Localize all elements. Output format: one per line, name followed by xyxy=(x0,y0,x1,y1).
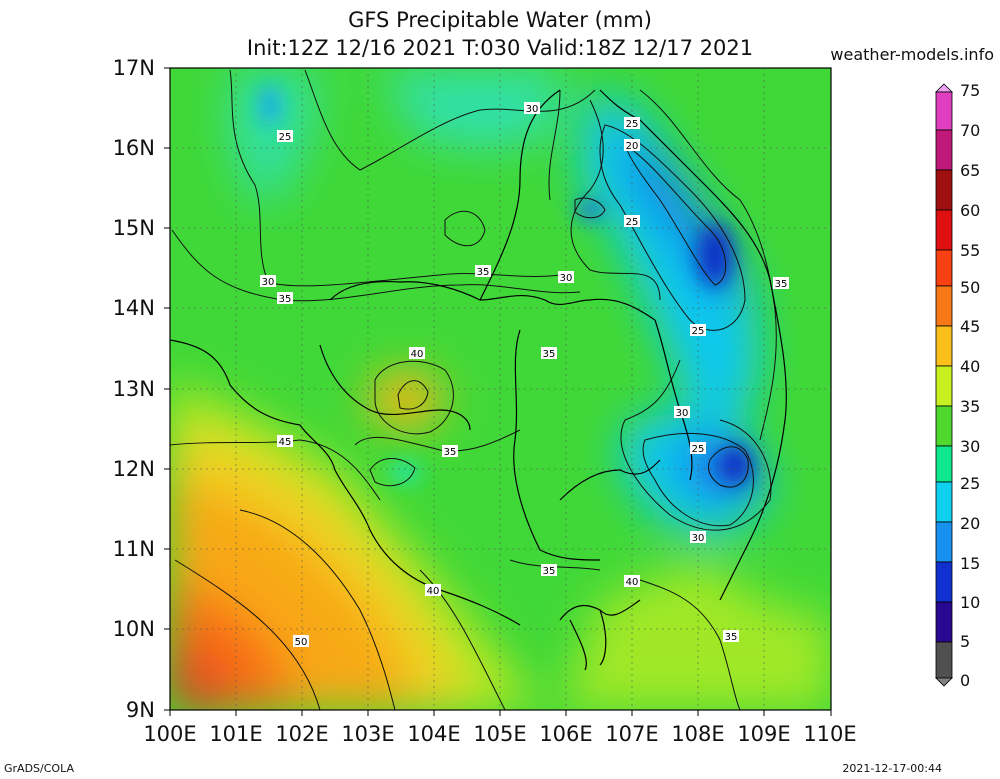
svg-text:20: 20 xyxy=(626,141,639,152)
lon-tick-label: 110E xyxy=(803,722,857,746)
lat-tick-label: 15N xyxy=(112,216,155,240)
site-label: weather-models.info xyxy=(830,45,994,64)
colorbar xyxy=(935,83,953,687)
contour-label: 25 xyxy=(624,215,640,228)
contour-label-group: 30 25 25 20 25 30 35 30 35 40 35 35 25 3… xyxy=(260,102,789,648)
svg-text:35: 35 xyxy=(543,566,556,577)
lon-tick-label: 102E xyxy=(275,722,329,746)
colorbar-label: 60 xyxy=(960,201,981,220)
contour-label: 35 xyxy=(442,445,458,458)
colorbar-label: 0 xyxy=(960,671,971,690)
colorbar-label: 5 xyxy=(960,632,971,651)
contour-label: 20 xyxy=(624,139,640,152)
svg-text:40: 40 xyxy=(411,349,424,360)
chart-title: GFS Precipitable Water (mm) xyxy=(348,8,652,32)
colorbar-bottom-arrow xyxy=(935,677,953,687)
contour-label: 30 xyxy=(524,102,540,115)
svg-text:25: 25 xyxy=(626,217,639,228)
lon-tick-label: 103E xyxy=(341,722,395,746)
axis-ticks xyxy=(164,67,832,716)
svg-text:35: 35 xyxy=(543,349,556,360)
svg-text:50: 50 xyxy=(295,637,308,648)
footer-credit: GrADS/COLA xyxy=(4,762,74,775)
contour-label: 35 xyxy=(541,347,557,360)
colorbar-label: 65 xyxy=(960,161,981,180)
footer-timestamp: 2021-12-17-00:44 xyxy=(842,762,942,775)
svg-text:30: 30 xyxy=(560,273,573,284)
colorbar-label: 75 xyxy=(960,81,981,100)
colorbar-label: 30 xyxy=(960,437,981,456)
svg-text:35: 35 xyxy=(477,267,490,278)
lon-tick-label: 109E xyxy=(737,722,791,746)
lat-tick-label: 14N xyxy=(112,296,155,320)
colorbar-label: 40 xyxy=(960,357,981,376)
graticule xyxy=(170,68,831,710)
svg-text:25: 25 xyxy=(692,444,705,455)
svg-text:40: 40 xyxy=(626,577,639,588)
colorbar-top-arrow xyxy=(935,83,953,93)
lon-tick-label: 108E xyxy=(671,722,725,746)
lat-tick-label: 13N xyxy=(112,377,155,401)
lat-tick-label: 12N xyxy=(112,457,155,481)
colorbar-label: 35 xyxy=(960,397,981,416)
contour-label: 40 xyxy=(624,575,640,588)
lat-tick-label: 9N xyxy=(125,698,155,722)
contour-label: 25 xyxy=(690,324,706,337)
colorbar-label: 50 xyxy=(960,278,981,297)
contour-label: 35 xyxy=(475,265,491,278)
lat-tick-label: 16N xyxy=(112,136,155,160)
svg-text:30: 30 xyxy=(692,533,705,544)
colorbar-label: 70 xyxy=(960,121,981,140)
lon-tick-label: 107E xyxy=(605,722,659,746)
svg-text:45: 45 xyxy=(279,437,292,448)
contour-label: 30 xyxy=(674,406,690,419)
svg-text:25: 25 xyxy=(692,326,705,337)
svg-text:30: 30 xyxy=(676,408,689,419)
contour-label: 45 xyxy=(277,435,293,448)
contour-label: 30 xyxy=(558,271,574,284)
lon-tick-label: 104E xyxy=(407,722,461,746)
contour-label: 30 xyxy=(260,275,276,288)
svg-text:35: 35 xyxy=(725,632,738,643)
svg-text:35: 35 xyxy=(279,294,292,305)
precipitable-water-field xyxy=(170,68,831,710)
contour-label: 35 xyxy=(723,630,739,643)
lat-tick-label: 10N xyxy=(112,617,155,641)
contour-label: 50 xyxy=(293,635,309,648)
contour-label: 25 xyxy=(624,117,640,130)
lon-tick-label: 101E xyxy=(209,722,263,746)
svg-text:40: 40 xyxy=(427,586,440,597)
svg-text:30: 30 xyxy=(526,104,539,115)
contour-label: 25 xyxy=(277,130,293,143)
contour-label: 35 xyxy=(773,277,789,290)
lat-tick-label: 11N xyxy=(112,537,155,561)
colorbar-label: 55 xyxy=(960,241,981,260)
colorbar-label: 15 xyxy=(960,554,981,573)
contour-label: 40 xyxy=(425,584,441,597)
svg-text:25: 25 xyxy=(626,119,639,130)
colorbar-label: 20 xyxy=(960,514,981,533)
contour-label: 35 xyxy=(277,292,293,305)
svg-text:30: 30 xyxy=(262,277,275,288)
contour-label: 30 xyxy=(690,531,706,544)
svg-text:35: 35 xyxy=(444,447,457,458)
colorbar-label: 45 xyxy=(960,317,981,336)
svg-text:35: 35 xyxy=(775,279,788,290)
lon-tick-label: 105E xyxy=(473,722,527,746)
colorbar-label: 25 xyxy=(960,474,981,493)
lon-tick-label: 100E xyxy=(143,722,197,746)
svg-text:25: 25 xyxy=(279,132,292,143)
contour-label: 35 xyxy=(541,564,557,577)
chart-subtitle: Init:12Z 12/16 2021 T:030 Valid:18Z 12/1… xyxy=(246,36,754,60)
lat-tick-label: 17N xyxy=(112,56,155,80)
lon-tick-label: 106E xyxy=(539,722,593,746)
contour-label: 40 xyxy=(409,347,425,360)
colorbar-label: 10 xyxy=(960,593,981,612)
contour-label: 25 xyxy=(690,442,706,455)
